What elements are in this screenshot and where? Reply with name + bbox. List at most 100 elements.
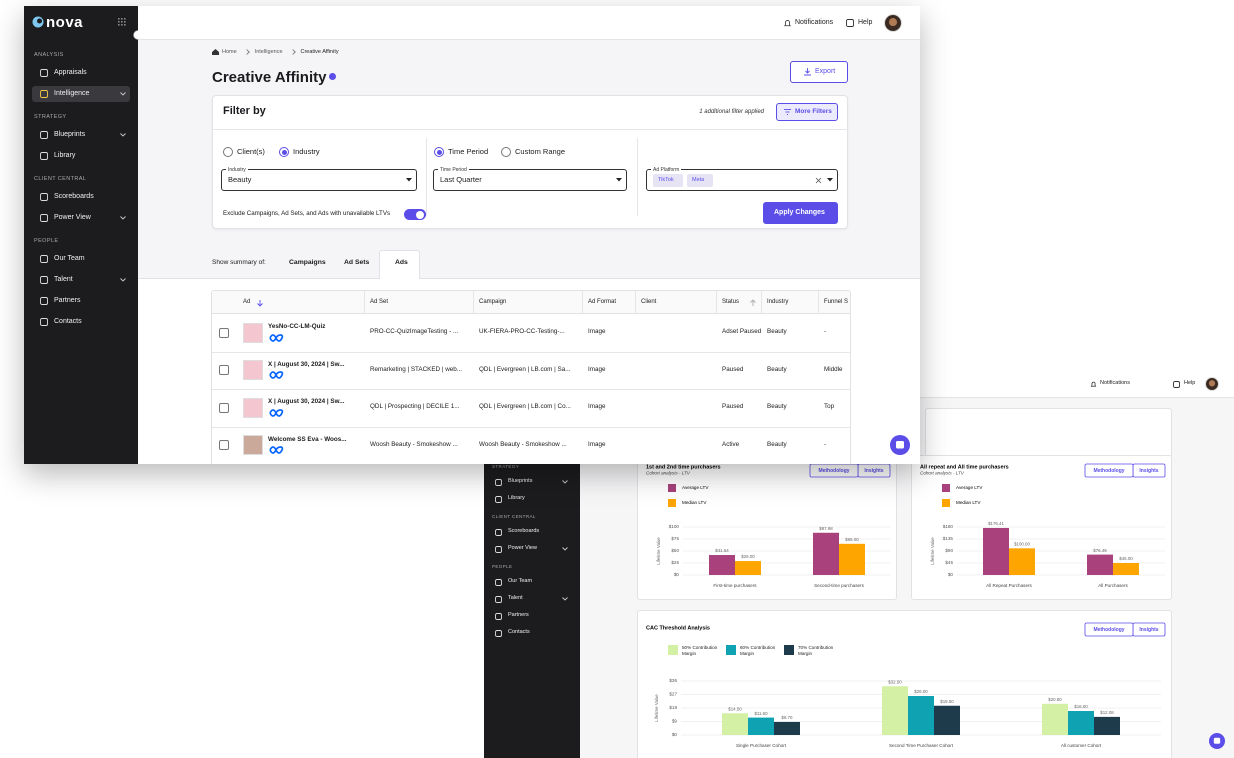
ad-name[interactable]: X | August 30, 2024 | Sw... <box>268 360 345 368</box>
column-header[interactable]: Industry <box>767 299 789 306</box>
sidebar-item[interactable]: Our Team <box>54 255 85 263</box>
exclude-label: Exclude Campaigns, Ad Sets, and Ads with… <box>223 209 391 217</box>
select[interactable]: Industry Beauty <box>221 166 417 191</box>
legend-label[interactable]: 50% Contribution Margin <box>682 645 718 656</box>
chart: All repeat and All time purchasersCohort… <box>920 463 1166 588</box>
summary-tab[interactable]: Ad Sets <box>344 259 370 267</box>
value-label: $65.00 <box>845 537 859 542</box>
caret-shape <box>406 178 412 182</box>
help[interactable]: Help <box>1184 380 1196 387</box>
sidebar-item[interactable]: Partners <box>508 612 529 619</box>
row-checkbox[interactable] <box>219 402 229 413</box>
chart-button[interactable]: Insights <box>857 463 891 478</box>
icon-shape <box>846 19 854 27</box>
column-header[interactable]: Ad Format <box>588 299 617 306</box>
chart-card: CAC Threshold Analysis Insights Methodolog… <box>637 610 1172 758</box>
column-header[interactable]: Status <box>722 299 740 306</box>
sidebar-item[interactable]: Our Team <box>508 578 533 585</box>
breadcrumb-item[interactable]: Home <box>222 49 237 55</box>
chart-button[interactable]: Insights <box>1132 622 1166 637</box>
y-tick-label: $135 <box>943 536 954 541</box>
sidebar-item[interactable]: Appraisals <box>54 69 87 77</box>
value-label: $87.98 <box>819 526 833 531</box>
sidebar-item[interactable]: Contacts <box>508 629 530 636</box>
select[interactable]: Ad Platform TikTok Meta <box>646 166 838 191</box>
chart-button[interactable]: Insights <box>1132 463 1166 478</box>
ad-thumbnail <box>243 397 263 418</box>
sidebar-item[interactable]: Contacts <box>54 318 82 326</box>
column-header[interactable]: Campaign <box>479 299 507 306</box>
legend-label: Median LTV <box>682 500 707 505</box>
chart-button-label[interactable]: Methodology <box>1093 627 1124 633</box>
sidebar-item[interactable]: Intelligence <box>54 90 90 98</box>
chevron <box>120 92 126 96</box>
notifications[interactable]: Notifications <box>795 19 834 27</box>
radio[interactable] <box>501 147 511 157</box>
column-header[interactable]: Client <box>641 299 657 306</box>
breadcrumb-item[interactable]: Intelligence <box>245 49 283 55</box>
radio-label[interactable]: Custom Range <box>515 146 566 156</box>
export-button[interactable]: Export <box>790 61 848 83</box>
notifications[interactable]: Notifications <box>1100 380 1130 387</box>
summary-tab[interactable]: Campaigns <box>289 259 326 267</box>
sidebar-item[interactable]: Scoreboards <box>508 528 540 535</box>
legend-label[interactable]: 60% Contribution Margin <box>740 645 776 656</box>
more-filters-button[interactable]: More Filters <box>776 103 838 121</box>
sidebar-item[interactable]: Scoreboards <box>54 193 94 201</box>
ad-name[interactable]: YesNo-CC-LM-Quiz <box>268 323 326 331</box>
chart-button-label[interactable]: Insights <box>1139 627 1158 633</box>
platform-chip[interactable]: TikTok <box>653 174 683 187</box>
apply-button[interactable]: Apply Changes <box>763 202 838 224</box>
chat-glyph <box>896 441 904 449</box>
row-checkbox[interactable] <box>219 365 229 376</box>
sidebar-item[interactable]: Talent <box>508 595 523 602</box>
row-checkbox[interactable] <box>219 440 229 451</box>
row-divider <box>212 389 850 390</box>
platform-chip[interactable]: Meta <box>687 174 713 187</box>
column-header[interactable]: Ad <box>243 299 251 306</box>
y-tick-label: $90 <box>945 548 953 553</box>
icon-shape <box>40 214 48 222</box>
sidebar-item[interactable]: Partners <box>54 297 81 305</box>
ad-name[interactable]: X | August 30, 2024 | Sw... <box>268 398 345 406</box>
help[interactable]: Help <box>858 19 873 27</box>
chart-button[interactable]: Methodology <box>1084 463 1134 478</box>
column-divider <box>818 291 819 314</box>
chart-title: CAC Threshold Analysis <box>646 625 710 631</box>
chart-button-label[interactable]: Insights <box>864 468 883 474</box>
sidebar-item[interactable]: Library <box>54 152 76 160</box>
sidebar-item[interactable]: Power View <box>508 545 537 552</box>
sidebar-item[interactable]: Talent <box>54 276 73 284</box>
summary-tab[interactable]: Ads <box>395 259 408 267</box>
legend-swatch <box>942 484 950 492</box>
sidebar-section-title: CLIENT CENTRAL <box>492 513 536 519</box>
sidebar-item[interactable]: Library <box>508 495 525 502</box>
y-tick-label: $100 <box>669 524 680 529</box>
toggle[interactable] <box>404 209 426 220</box>
column-header[interactable]: Ad Set <box>370 299 389 306</box>
meta-shape <box>269 333 284 342</box>
sidebar-item[interactable]: Power View <box>54 214 91 222</box>
legend-label[interactable]: 70% Contribution Margin <box>798 645 834 656</box>
chart-button-label[interactable]: Methodology <box>1093 468 1124 474</box>
radio[interactable] <box>223 147 233 157</box>
ad-name[interactable]: Welcome SS Eva - Woos... <box>268 435 347 443</box>
chart-button[interactable]: Methodology <box>1084 622 1134 637</box>
radio-label[interactable]: Time Period <box>448 146 489 156</box>
chart-button-label[interactable]: Methodology <box>818 468 849 474</box>
value-label: $176.41 <box>988 521 1004 526</box>
home-icon <box>212 49 219 55</box>
chart-button-label[interactable]: Insights <box>1139 468 1158 474</box>
icon-shape <box>495 612 502 620</box>
radio-label[interactable]: Industry <box>293 146 320 156</box>
sidebar-item[interactable]: Blueprints <box>508 478 533 485</box>
column-header[interactable]: Funnel S <box>824 299 849 306</box>
value-label: $16.00 <box>1074 704 1088 709</box>
select[interactable]: Time Period Last Quarter <box>433 166 627 191</box>
row-checkbox[interactable] <box>219 327 229 338</box>
sidebar-item[interactable]: Blueprints <box>54 131 86 139</box>
legend-swatch <box>942 499 950 507</box>
chart-button[interactable]: Methodology <box>809 463 859 478</box>
bar <box>1087 554 1113 575</box>
radio-label[interactable]: Client(s) <box>237 146 265 156</box>
